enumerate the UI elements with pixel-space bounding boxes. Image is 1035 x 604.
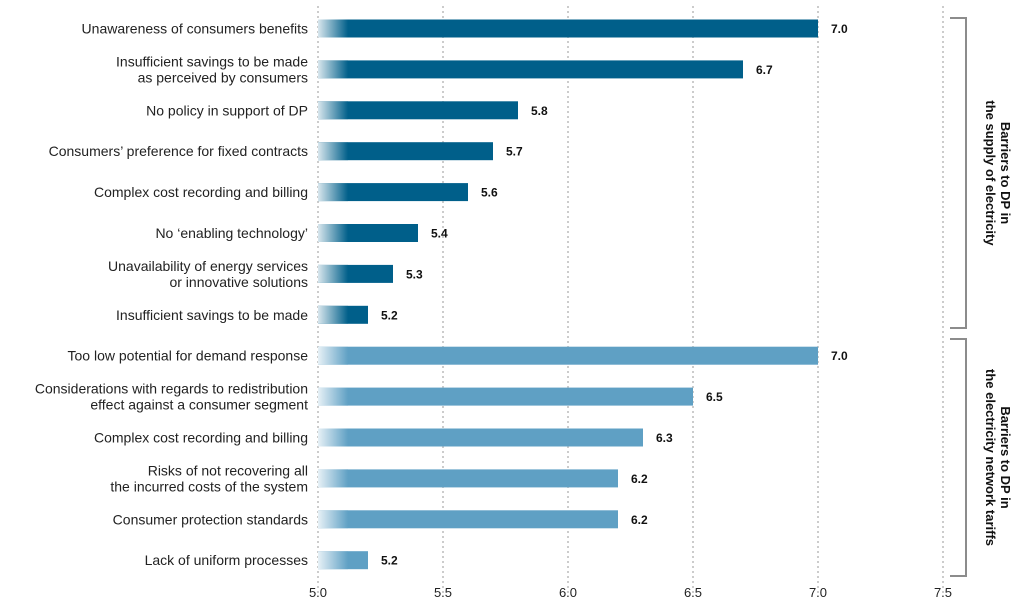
- group-title: the electricity network tariffs: [983, 369, 998, 546]
- category-label: Too low potential for demand response: [68, 348, 309, 364]
- gridlines: [317, 6, 944, 593]
- bar-fade: [318, 428, 348, 447]
- bar: [318, 101, 518, 120]
- category-labels: 7.0 Unawareness of consumers benefits 6.7 I…: [35, 21, 848, 569]
- bar-value-label: 6.7: [756, 63, 773, 77]
- category-label: Lack of uniform processes: [145, 552, 308, 568]
- category-label: Insufficient savings to be made: [116, 53, 308, 69]
- bar-value-label: 5.8: [531, 104, 548, 118]
- bar-value-label: 5.7: [506, 145, 523, 159]
- bar-fade: [318, 60, 348, 79]
- category-label: the incurred costs of the system: [110, 478, 308, 494]
- category-label: No policy in support of DP: [146, 102, 308, 118]
- bar-value-label: 6.2: [631, 513, 648, 527]
- bar-value-label: 6.5: [706, 390, 723, 404]
- bar: [318, 19, 818, 38]
- bar-fade: [318, 183, 348, 202]
- category-label: Consumers’ preference for fixed contract…: [49, 143, 308, 159]
- bar-value-label: 5.2: [381, 554, 398, 568]
- category-label: Considerations with regards to redistrib…: [35, 381, 308, 397]
- group-bracket: [950, 338, 967, 577]
- bar-fade: [318, 510, 348, 529]
- group-title: the supply of electricity: [983, 100, 998, 246]
- category-label: Unavailability of energy services: [108, 258, 308, 274]
- x-tick-label: 6.0: [559, 585, 577, 600]
- bar-fade: [318, 305, 348, 324]
- bar: [318, 428, 643, 447]
- bar: [318, 346, 818, 365]
- bar-fade: [318, 346, 348, 365]
- bar: [318, 387, 693, 406]
- bar-fade: [318, 224, 348, 242]
- bar-value-label: 5.4: [431, 227, 448, 241]
- bar-value-label: 6.2: [631, 472, 648, 486]
- bar-fade: [318, 142, 348, 161]
- category-label: effect against a consumer segment: [90, 397, 308, 413]
- bar-value-label: 6.3: [656, 431, 673, 445]
- category-label: or innovative solutions: [169, 274, 308, 290]
- group-title: Barriers to DP in: [998, 406, 1013, 508]
- bar-fade: [318, 19, 348, 38]
- category-label: No ‘enabling technology’: [155, 225, 308, 241]
- bar: [318, 60, 743, 79]
- category-label: Insufficient savings to be made: [116, 307, 308, 323]
- x-tick-label: 6.5: [684, 585, 702, 600]
- bar-value-label: 5.3: [406, 267, 423, 281]
- bar-value-label: 7.0: [831, 349, 848, 363]
- bar: [318, 142, 493, 161]
- category-label: Unawareness of consumers benefits: [82, 21, 308, 37]
- x-axis-ticks: 5.0 5.5 6.0 6.5 7.0 7.5: [309, 585, 952, 600]
- bar-fade: [318, 551, 348, 570]
- group-bracket: [950, 17, 967, 329]
- x-tick-label: 5.0: [309, 585, 327, 600]
- category-label: Risks of not recovering all: [148, 462, 308, 478]
- x-tick-label: 7.5: [934, 585, 952, 600]
- bar: [318, 183, 468, 202]
- bar-value-label: 5.2: [381, 308, 398, 322]
- bar-fade: [318, 469, 348, 488]
- bar: [318, 510, 618, 529]
- bar-fade: [318, 387, 348, 406]
- bar-fade: [318, 264, 348, 283]
- category-label: Complex cost recording and billing: [94, 184, 308, 200]
- bar-value-label: 7.0: [831, 22, 848, 36]
- category-label: Complex cost recording and billing: [94, 430, 308, 446]
- category-label: Consumer protection standards: [113, 511, 308, 527]
- bars: [318, 19, 818, 570]
- bar-fade: [318, 101, 348, 120]
- bar-value-label: 5.6: [481, 186, 498, 200]
- x-tick-label: 5.5: [434, 585, 452, 600]
- bar: [318, 469, 618, 488]
- x-tick-label: 7.0: [809, 585, 827, 600]
- category-label: as perceived by consumers: [138, 69, 308, 85]
- group-title: Barriers to DP in: [998, 122, 1013, 224]
